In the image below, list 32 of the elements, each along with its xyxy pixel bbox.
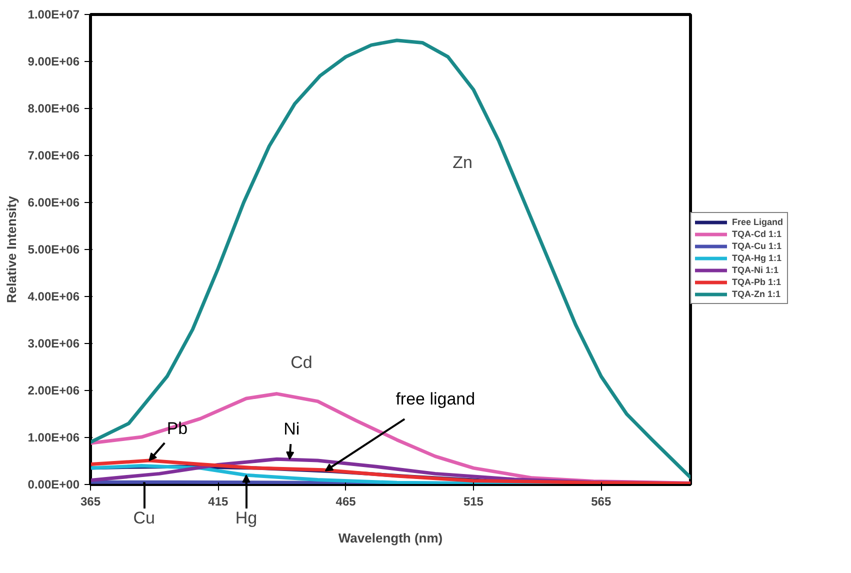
x-tick-label: 515 — [463, 494, 484, 508]
x-tick-label: 465 — [336, 494, 356, 508]
legend-label: TQA-Hg 1:1 — [732, 253, 782, 263]
y-tick-label: 3.00E+06 — [28, 336, 80, 350]
y-tick-label: 5.00E+06 — [28, 242, 80, 256]
legend-label: TQA-Cd 1:1 — [732, 229, 782, 239]
y-tick-label: 7.00E+06 — [28, 148, 80, 162]
legend-label: TQA-Cu 1:1 — [732, 241, 782, 251]
y-tick-label: 2.00E+06 — [28, 384, 80, 398]
legend-label: TQA-Pb 1:1 — [732, 277, 782, 287]
x-axis-title: Wavelength (nm) — [338, 530, 443, 546]
annotation: Zn — [452, 153, 472, 172]
x-tick-label: 365 — [80, 494, 101, 508]
annotation: free ligand — [396, 389, 476, 408]
y-tick-label: 9.00E+06 — [28, 54, 80, 68]
y-axis-title: Relative Intensity — [4, 195, 19, 303]
legend-label: TQA-Ni 1:1 — [732, 265, 779, 275]
annotation: Cd — [290, 353, 312, 372]
y-tick-label: 4.00E+06 — [28, 290, 80, 304]
y-tick-label: 0.00E+00 — [28, 478, 80, 492]
x-tick-label: 415 — [208, 494, 228, 508]
line-series — [90, 38, 690, 480]
y-tick-label: 1.00E+07 — [28, 8, 80, 22]
annotation: Hg — [235, 508, 258, 528]
annotation: Cu — [133, 508, 155, 528]
y-tick-label: 1.00E+06 — [28, 430, 80, 444]
annotation: Ni — [284, 420, 300, 439]
y-tick-label: 6.00E+06 — [28, 196, 80, 210]
x-tick-label: 565 — [591, 494, 612, 508]
y-tick-label: 8.00E+06 — [28, 102, 80, 116]
legend-label: TQA-Zn 1:1 — [732, 289, 780, 299]
legend-label: Free Ligand — [732, 217, 784, 227]
